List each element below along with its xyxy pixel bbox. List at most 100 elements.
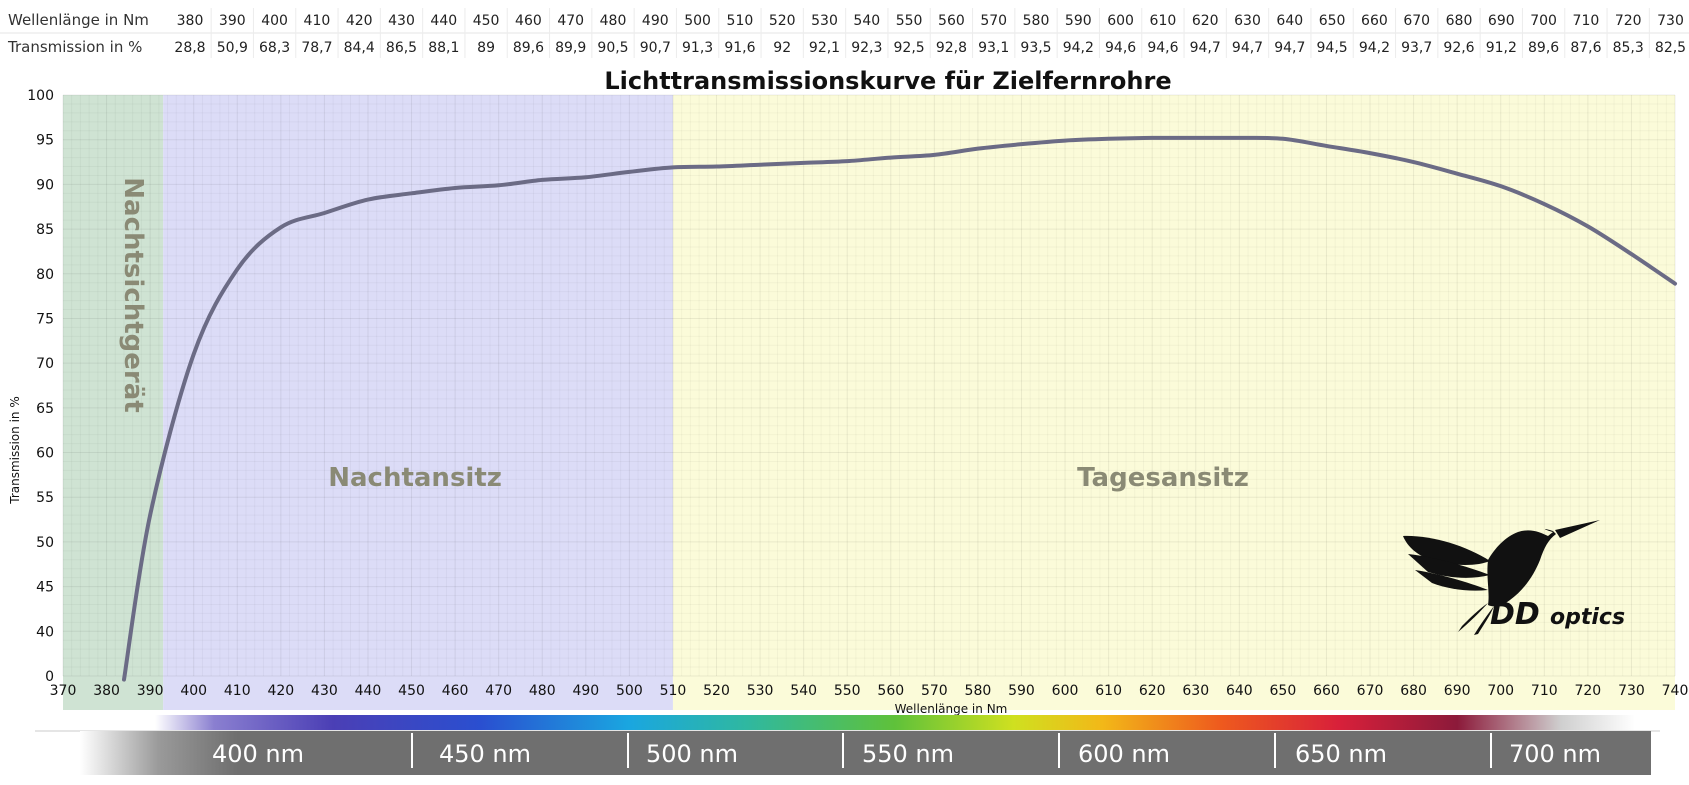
x-tick-label: 720 — [1574, 683, 1601, 699]
table-wavelength-cell: 440 — [430, 13, 457, 29]
table-wavelength-cell: 530 — [811, 13, 838, 29]
x-tick-label: 660 — [1313, 683, 1340, 699]
table-wavelength-cell: 570 — [980, 13, 1007, 29]
table-transmission-cell: 89,6 — [513, 40, 544, 56]
y-tick-label: 65 — [36, 401, 54, 417]
table-wavelength-cell: 610 — [1150, 13, 1177, 29]
x-tick-label: 620 — [1139, 683, 1166, 699]
table-wavelength-cell: 700 — [1530, 13, 1557, 29]
y-tick-label: 70 — [36, 356, 54, 372]
x-tick-label: 390 — [137, 683, 164, 699]
band-label: 450 nm — [439, 740, 531, 768]
table-wavelength-cell: 510 — [727, 13, 754, 29]
table-wavelength-cell: 390 — [219, 13, 246, 29]
table-transmission-cell: 94,6 — [1105, 40, 1136, 56]
x-tick-label: 550 — [834, 683, 861, 699]
wavelength-row-label: Wellenlänge in Nm — [8, 11, 149, 29]
y-tick-label: 95 — [36, 133, 54, 149]
table-wavelength-cell: 450 — [473, 13, 500, 29]
table-transmission-cell: 91,6 — [724, 40, 755, 56]
table-transmission-cell: 93,7 — [1401, 40, 1432, 56]
table-wavelength-cell: 400 — [261, 13, 288, 29]
region-band — [163, 95, 673, 710]
x-tick-label: 500 — [616, 683, 643, 699]
table-wavelength-cell: 720 — [1615, 13, 1642, 29]
table-transmission-cell: 92,8 — [936, 40, 967, 56]
x-tick-label: 590 — [1008, 683, 1035, 699]
table-transmission-cell: 94,6 — [1147, 40, 1178, 56]
table-transmission-cell: 68,3 — [259, 40, 290, 56]
x-tick-label: 490 — [572, 683, 599, 699]
table-transmission-cell: 94,2 — [1063, 40, 1094, 56]
x-tick-label: 530 — [747, 683, 774, 699]
x-tick-label: 480 — [529, 683, 556, 699]
table-transmission-cell: 90,7 — [640, 40, 671, 56]
x-tick-label: 420 — [267, 683, 294, 699]
table-transmission-cell: 85,3 — [1613, 40, 1644, 56]
band-label: 550 nm — [862, 740, 954, 768]
x-tick-label: 560 — [877, 683, 904, 699]
wavelength-band — [80, 731, 1651, 775]
y-tick-label: 80 — [36, 267, 54, 283]
table-transmission-cell: 88,1 — [428, 40, 459, 56]
x-tick-label: 670 — [1357, 683, 1384, 699]
table-wavelength-cell: 680 — [1446, 13, 1473, 29]
table-transmission-cell: 84,4 — [344, 40, 375, 56]
table-transmission-cell: 94,5 — [1317, 40, 1348, 56]
table-wavelength-cell: 480 — [600, 13, 627, 29]
table-wavelength-cell: 710 — [1573, 13, 1600, 29]
table-transmission-cell: 50,9 — [217, 40, 248, 56]
table-wavelength-cell: 560 — [938, 13, 965, 29]
y-tick-label: 60 — [36, 446, 54, 462]
x-tick-label: 510 — [660, 683, 687, 699]
x-tick-label: 450 — [398, 683, 425, 699]
table-transmission-cell: 92,6 — [1443, 40, 1474, 56]
table-wavelength-cell: 470 — [557, 13, 584, 29]
table-wavelength-cell: 500 — [684, 13, 711, 29]
x-tick-label: 680 — [1400, 683, 1427, 699]
table-wavelength-cell: 660 — [1361, 13, 1388, 29]
x-tick-label: 740 — [1662, 683, 1689, 699]
table-wavelength-cell: 430 — [388, 13, 415, 29]
x-tick-label: 650 — [1270, 683, 1297, 699]
table-transmission-cell: 89 — [477, 40, 495, 56]
transmission-row-label: Transmission in % — [7, 38, 142, 56]
region-band — [63, 95, 164, 710]
x-tick-label: 570 — [921, 683, 948, 699]
data-table: Wellenlänge in Nm Transmission in % 380 2… — [0, 8, 1689, 58]
x-tick-label: 710 — [1531, 683, 1558, 699]
table-transmission-cell: 91,3 — [682, 40, 713, 56]
band-label: 600 nm — [1078, 740, 1170, 768]
band-label: 650 nm — [1295, 740, 1387, 768]
x-tick-label: 470 — [485, 683, 512, 699]
x-tick-label: 600 — [1052, 683, 1079, 699]
table-wavelength-cell: 630 — [1234, 13, 1261, 29]
y-tick-label: 90 — [36, 177, 54, 193]
table-wavelength-cell: 640 — [1276, 13, 1303, 29]
table-wavelength-cell: 420 — [346, 13, 373, 29]
y-tick-label: 45 — [36, 580, 54, 596]
x-tick-label: 540 — [790, 683, 817, 699]
table-wavelength-cell: 520 — [769, 13, 796, 29]
x-tick-label: 440 — [355, 683, 382, 699]
table-wavelength-cell: 650 — [1319, 13, 1346, 29]
y-tick-label: 40 — [36, 624, 54, 640]
x-tick-label: 630 — [1182, 683, 1209, 699]
x-tick-label: 370 — [50, 683, 77, 699]
region-band — [672, 95, 1675, 710]
table-wavelength-cell: 590 — [1065, 13, 1092, 29]
table-wavelength-cell: 410 — [304, 13, 331, 29]
table-transmission-cell: 91,2 — [1486, 40, 1517, 56]
table-transmission-cell: 89,6 — [1528, 40, 1559, 56]
y-tick-label: 75 — [36, 311, 54, 327]
x-tick-label: 690 — [1444, 683, 1471, 699]
table-wavelength-cell: 550 — [896, 13, 923, 29]
brand-main-text: DD — [1490, 597, 1540, 632]
band-label: 700 nm — [1509, 740, 1601, 768]
table-transmission-cell: 28,8 — [174, 40, 205, 56]
x-tick-label: 430 — [311, 683, 338, 699]
y-tick-label: 50 — [36, 535, 54, 551]
table-transmission-cell: 92 — [773, 40, 791, 56]
table-wavelength-cell: 690 — [1488, 13, 1515, 29]
